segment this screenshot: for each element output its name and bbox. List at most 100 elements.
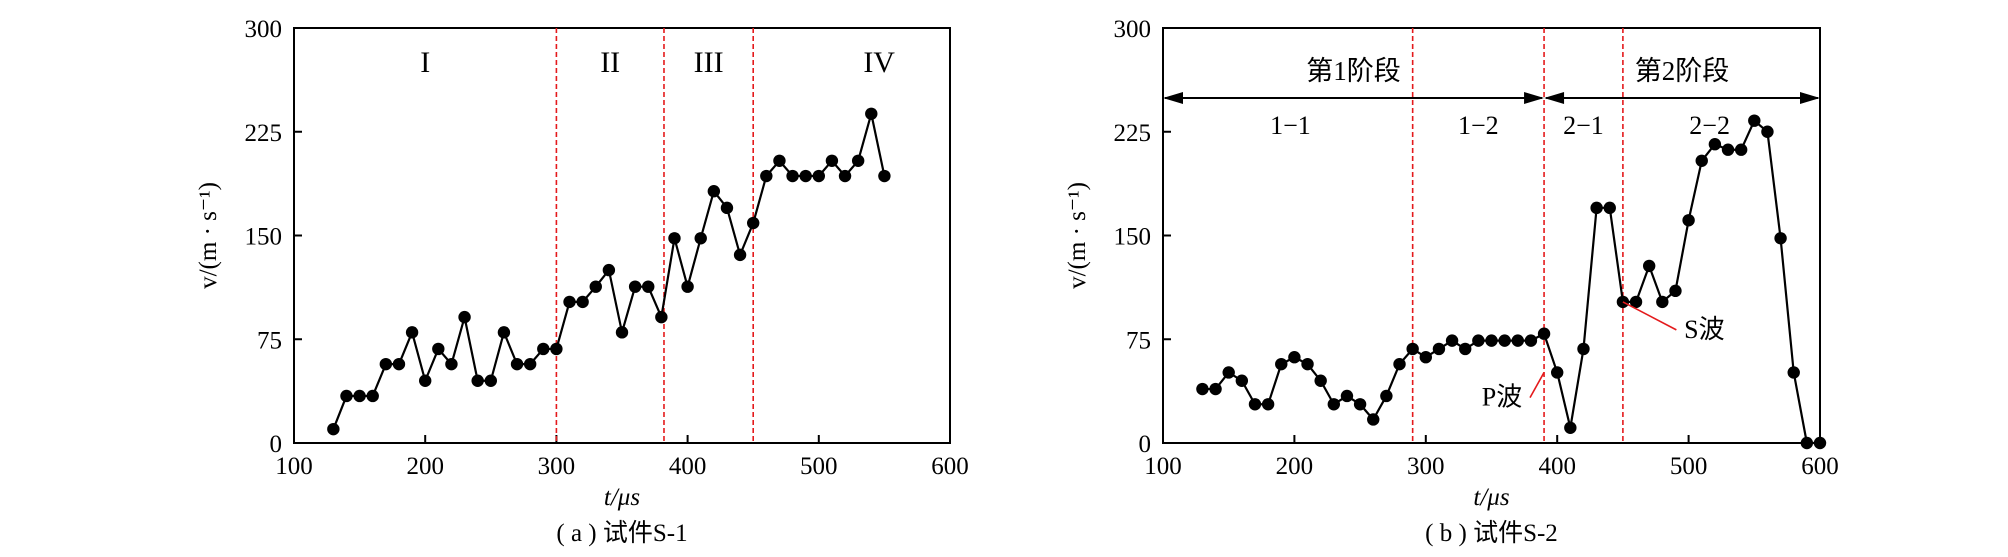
data-point — [1682, 214, 1695, 227]
panel-caption: ( b ) 试件S-2 — [1425, 519, 1558, 547]
stage-label: 第1阶段 — [1306, 56, 1401, 86]
data-point — [1590, 201, 1603, 215]
data-point — [1761, 125, 1774, 138]
chart-panel-b: 100 200 300 400 500 600 0 75 150 225 300 t/μs v/(m ·… — [1064, 16, 1839, 547]
x-tick-label: 400 — [669, 453, 707, 480]
data-point — [655, 310, 668, 324]
data-point — [1669, 284, 1682, 298]
data-point — [1209, 382, 1222, 396]
data-point — [484, 374, 497, 387]
data-point — [602, 263, 616, 277]
arrow-head-left — [1163, 92, 1183, 104]
data-point — [812, 169, 825, 183]
plot-frame — [1162, 27, 1821, 444]
data-point — [458, 310, 471, 324]
x-tick-label: 100 — [1144, 453, 1182, 480]
data-point — [550, 342, 563, 356]
data-point — [1577, 342, 1590, 356]
data-point — [1248, 398, 1262, 411]
x-tick-label: 600 — [1801, 453, 1839, 480]
data-point — [1629, 295, 1643, 309]
y-tick-label: 225 — [1114, 120, 1152, 147]
data-point — [1261, 398, 1275, 411]
data-point — [1235, 374, 1249, 387]
phase-label: II — [600, 46, 620, 79]
data-point — [537, 342, 550, 356]
data-point — [733, 248, 747, 262]
data-point — [786, 169, 799, 183]
data-point — [1380, 389, 1393, 403]
data-point — [353, 389, 366, 403]
data-point — [510, 357, 524, 371]
data-point — [1537, 327, 1551, 340]
x-tick-label: 200 — [1276, 453, 1314, 480]
data-point — [1708, 138, 1722, 151]
sub-phase-label: 1−1 — [1270, 111, 1311, 140]
data-point — [1340, 389, 1354, 403]
x-tick-label: 500 — [800, 453, 838, 480]
x-axis-label: t/μs — [604, 484, 640, 511]
data-point — [865, 107, 878, 120]
data-point — [1564, 421, 1577, 434]
data-point — [432, 342, 445, 356]
y-tick-label: 300 — [1114, 16, 1152, 43]
data-point — [878, 169, 891, 183]
data-point — [799, 169, 812, 183]
x-tick-label: 400 — [1538, 453, 1576, 480]
data-point — [1511, 334, 1524, 347]
x-tick-label: 600 — [931, 453, 969, 480]
y-tick-label: 75 — [257, 327, 282, 354]
data-point — [851, 154, 865, 167]
data-point — [1314, 374, 1327, 387]
data-point — [838, 169, 852, 183]
data-point — [445, 357, 458, 371]
data-point — [1787, 366, 1800, 379]
arrow-head-right — [1800, 92, 1820, 104]
data-point — [1472, 334, 1485, 347]
annotation-leader — [1622, 301, 1677, 331]
y-tick-label: 0 — [1139, 431, 1152, 458]
data-point — [1734, 143, 1748, 156]
x-tick-label: 500 — [1670, 453, 1708, 480]
data-point — [1406, 342, 1419, 356]
data-point — [589, 280, 602, 293]
data-point — [1196, 382, 1209, 396]
data-point — [563, 295, 576, 309]
stage-label: 第2阶段 — [1635, 56, 1730, 86]
phase-label: III — [694, 46, 724, 79]
data-point — [1459, 342, 1472, 356]
y-tick-label: 0 — [270, 431, 283, 458]
data-point — [1445, 334, 1459, 347]
data-point — [471, 374, 484, 387]
data-point — [340, 389, 353, 403]
sub-phase-label: 1−2 — [1458, 111, 1499, 140]
plot-frame — [293, 27, 951, 444]
data-point — [392, 357, 406, 371]
arrow-head-left — [1544, 92, 1565, 104]
data-point — [405, 326, 419, 339]
phase-label: I — [420, 46, 430, 79]
data-point — [642, 280, 655, 293]
data-point — [615, 326, 629, 339]
data-point — [1748, 114, 1761, 127]
data-point — [366, 389, 379, 403]
annotation-label: S波 — [1684, 315, 1724, 344]
data-point — [1485, 334, 1498, 347]
y-tick-label: 75 — [1126, 327, 1151, 354]
data-point — [327, 422, 340, 436]
chart-panel-a: 100 200 300 400 500 600 0 75 150 225 300 t/μs v/(m ·… — [195, 16, 969, 547]
y-tick-label: 150 — [245, 224, 283, 251]
data-point — [1419, 351, 1433, 364]
data-point — [1498, 334, 1511, 347]
data-point — [694, 232, 707, 245]
data-point — [419, 374, 432, 387]
data-point — [1813, 436, 1827, 450]
data-point — [1642, 259, 1656, 273]
data-point — [707, 185, 721, 198]
data-point — [1721, 143, 1735, 156]
data-point — [825, 154, 839, 167]
data-point — [1327, 398, 1341, 411]
data-point — [576, 295, 589, 309]
data-point — [760, 169, 773, 183]
